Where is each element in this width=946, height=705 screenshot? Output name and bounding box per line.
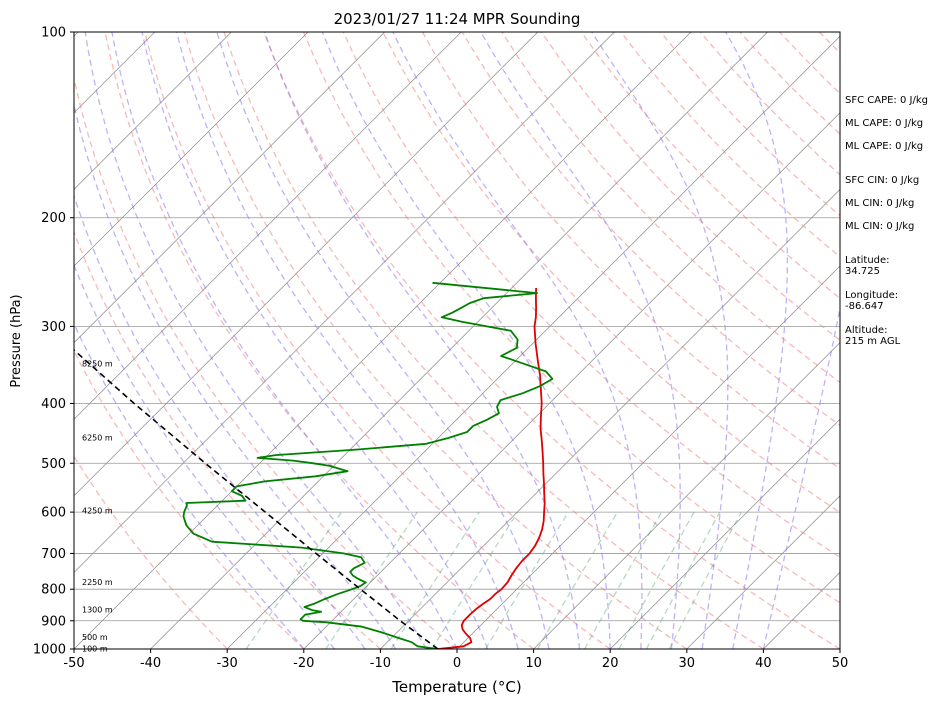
- x-tick-label: -40: [140, 656, 161, 671]
- moist-adiabat-line: [591, 32, 729, 649]
- latitude-label: Latitude:: [845, 255, 890, 266]
- y-tick-label: 100: [41, 26, 66, 41]
- dry-adiabat-line: [74, 455, 228, 649]
- x-tick-label: -10: [370, 656, 391, 671]
- plot-frame: [73, 31, 841, 650]
- moist-adiabat-line: [725, 32, 789, 649]
- isotherm-line: [74, 32, 615, 573]
- longitude-value: -86.647: [845, 301, 884, 312]
- sounding-series: [74, 281, 554, 649]
- height-label: 4250 m: [82, 506, 113, 515]
- moist-adiabat-line: [74, 193, 366, 649]
- x-axis-label: Temperature (°C): [391, 678, 521, 696]
- sfc-cape-text: SFC CAPE: 0 J/kg: [845, 95, 928, 106]
- moist-adiabat-line: [74, 263, 335, 649]
- dry-adiabat-line: [580, 32, 840, 300]
- background-lines: [0, 32, 840, 649]
- isotherm-line: [0, 32, 2, 649]
- isotherm-line: [303, 112, 840, 649]
- y-tick-label: 700: [41, 547, 66, 562]
- dry-adiabat-line: [74, 75, 458, 649]
- chart-title: 2023/01/27 11:24 MPR Sounding: [334, 10, 581, 28]
- x-axis-ticks: -50 -40 -30 -20 -10 0 10 20 30 40 50: [63, 649, 848, 671]
- mixing-ratio-line: [645, 511, 721, 649]
- moist-adiabat-line: [111, 32, 458, 649]
- temperature-line: [437, 287, 546, 649]
- x-tick-label: 0: [453, 656, 461, 671]
- height-label: 8250 m: [82, 359, 113, 368]
- longitude-label: Longitude:: [845, 290, 899, 301]
- x-tick-label: -30: [217, 656, 238, 671]
- moist-adiabat-line: [480, 32, 681, 649]
- dewpoint-line: [182, 281, 554, 649]
- x-tick-label: 40: [755, 656, 772, 671]
- y-tick-label: 600: [41, 506, 66, 521]
- isotherm-line: [609, 418, 840, 649]
- dry-adiabat-line: [263, 32, 840, 649]
- sfc-cin-text: SFC CIN: 0 J/kg: [845, 175, 920, 186]
- y-tick-label: 900: [41, 614, 66, 629]
- x-tick-label: -50: [63, 656, 84, 671]
- height-label: 2250 m: [82, 578, 113, 587]
- height-label: 500 m: [82, 633, 108, 642]
- x-tick-label: 30: [679, 656, 696, 671]
- ml-cape-text-2: ML CAPE: 0 J/kg: [845, 141, 924, 152]
- mixing-ratio-line: [668, 511, 742, 649]
- y-tick-label: 500: [41, 457, 66, 472]
- height-label: 1300 m: [82, 606, 113, 615]
- moist-adiabat-line: [762, 304, 840, 649]
- x-tick-label: -20: [293, 656, 314, 671]
- ml-cin-text-2: ML CIN: 0 J/kg: [845, 221, 915, 232]
- mixing-ratio-line: [484, 511, 569, 649]
- parcel-line: [74, 349, 439, 649]
- ml-cin-text: ML CIN: 0 J/kg: [845, 198, 915, 209]
- isotherm-line: [150, 32, 768, 649]
- isotherm-line: [686, 495, 840, 649]
- isotherm-line: [74, 32, 309, 267]
- isotherm-line: [74, 32, 385, 344]
- moist-adiabat-line: [84, 32, 427, 649]
- height-label: 6250 m: [82, 433, 113, 442]
- mixing-ratio-line: [583, 511, 663, 649]
- mixing-ratio-line: [390, 511, 480, 649]
- altitude-label: Altitude:: [845, 325, 888, 336]
- mixing-ratio-line: [618, 511, 695, 649]
- isotherm-line: [74, 32, 462, 420]
- moist-adiabat-line: [392, 32, 643, 649]
- dry-adiabat-line: [74, 349, 305, 649]
- mixing-ratio-line: [245, 511, 343, 649]
- latitude-value: 34.725: [845, 266, 880, 277]
- x-tick-label: 10: [525, 656, 542, 671]
- moist-adiabat-line: [175, 32, 519, 649]
- dry-adiabat-line: [144, 32, 611, 649]
- isotherm-line: [74, 32, 539, 497]
- y-axis-label: Pressure (hPa): [9, 294, 24, 387]
- isotherm-line: [74, 32, 692, 649]
- pressure-gridlines: [74, 31, 840, 650]
- y-tick-label: 300: [41, 320, 66, 335]
- y-tick-label: 400: [41, 397, 66, 412]
- ml-cape-text: ML CAPE: 0 J/kg: [845, 118, 924, 129]
- x-tick-label: 50: [832, 656, 849, 671]
- moist-adiabat-line: [264, 32, 581, 649]
- altitude-value: 215 m AGL: [845, 336, 901, 347]
- moist-adiabat-line: [74, 102, 397, 649]
- mixing-ratio-line: [431, 511, 519, 649]
- y-tick-label: 1000: [33, 643, 66, 658]
- mixing-ratio-line: [536, 511, 618, 649]
- x-tick-label: 20: [602, 656, 619, 671]
- isotherm-line: [380, 188, 840, 649]
- moist-adiabat-line: [321, 32, 611, 649]
- y-tick-label: 800: [41, 583, 66, 598]
- moist-adiabat-line: [216, 32, 550, 649]
- isotherm-line: [533, 342, 840, 649]
- dry-adiabat-line: [104, 32, 534, 649]
- dry-adiabat-line: [183, 32, 688, 649]
- dry-adiabat-line: [223, 32, 764, 649]
- isotherm-line: [74, 32, 232, 190]
- y-axis-ticks: 1000 900 800 700 600 500 400 300 200 100: [33, 26, 74, 658]
- y-tick-label: 200: [41, 211, 66, 226]
